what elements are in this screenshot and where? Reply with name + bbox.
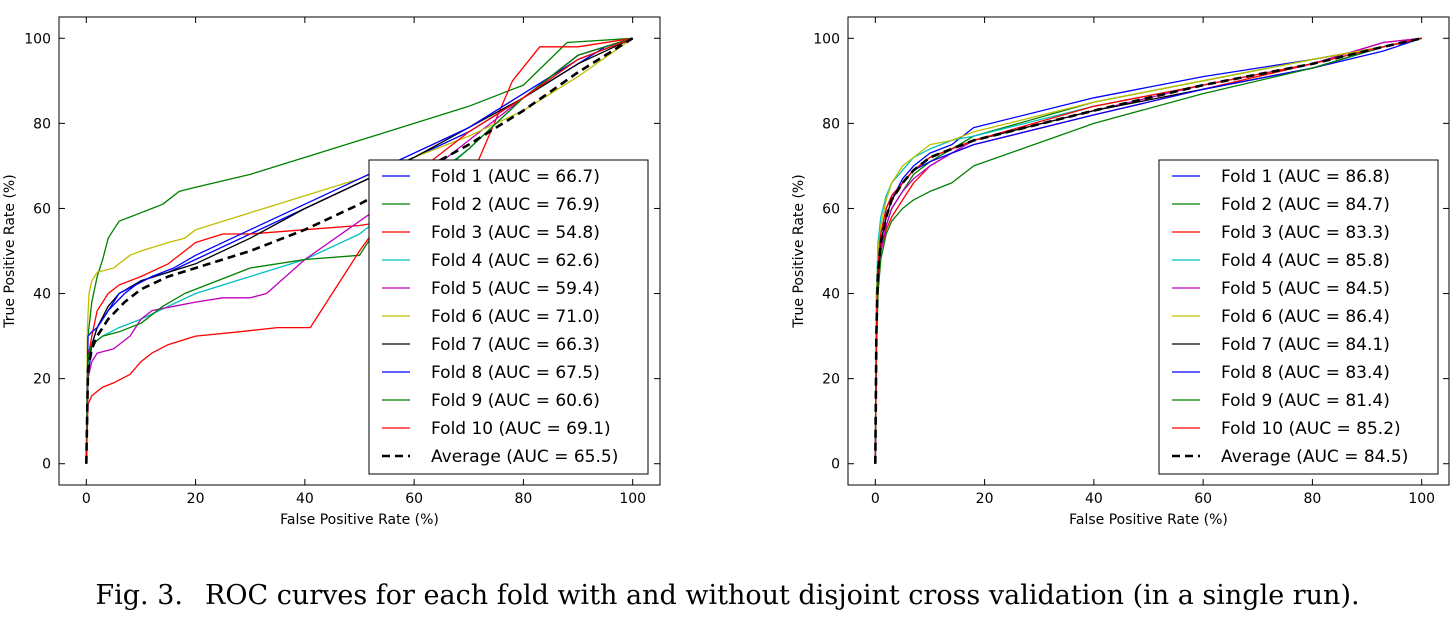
legend-entry: Fold 8 (AUC = 83.4) xyxy=(1221,363,1390,383)
legend-entry: Fold 9 (AUC = 60.6) xyxy=(431,391,600,411)
legend-entry: Fold 2 (AUC = 76.9) xyxy=(431,195,600,215)
x-tick-label: 0 xyxy=(871,491,880,507)
y-axis-label: True Positive Rate (%) xyxy=(2,174,18,328)
legend-entry: Fold 5 (AUC = 59.4) xyxy=(431,279,600,299)
legend-entry: Fold 2 (AUC = 84.7) xyxy=(1221,195,1390,215)
y-tick-label: 20 xyxy=(822,372,840,388)
legend-entry: Fold 9 (AUC = 81.4) xyxy=(1221,391,1390,411)
legend-entry: Fold 3 (AUC = 83.3) xyxy=(1221,223,1390,243)
legend-entry: Average (AUC = 84.5) xyxy=(1221,447,1408,467)
x-tick-label: 20 xyxy=(187,491,205,507)
y-tick-label: 80 xyxy=(33,116,51,132)
series-line-fold-6 xyxy=(874,37,1422,464)
y-tick-label: 60 xyxy=(33,201,51,217)
legend-entry: Fold 6 (AUC = 86.4) xyxy=(1221,307,1390,327)
x-tick-label: 40 xyxy=(1085,491,1103,507)
y-tick-label: 100 xyxy=(24,31,51,47)
legend-entry: Fold 8 (AUC = 67.5) xyxy=(431,363,600,383)
legend-entry: Fold 6 (AUC = 71.0) xyxy=(431,307,600,327)
series-line-fold-6 xyxy=(85,37,634,464)
caption-text: ROC curves for each fold with and withou… xyxy=(205,580,1360,611)
series-line-fold-9 xyxy=(85,37,633,464)
series-line-average xyxy=(85,37,634,464)
legend-entry: Fold 4 (AUC = 85.8) xyxy=(1221,251,1390,271)
y-tick-label: 80 xyxy=(822,116,840,132)
y-tick-label: 40 xyxy=(33,287,51,303)
roc-chart-left: 0 20 40 60 80 100 0 20 40 60 80 100 False Positive R… xyxy=(2,16,661,528)
y-tick-label: 40 xyxy=(822,287,840,303)
legend-entry: Fold 7 (AUC = 84.1) xyxy=(1221,335,1390,355)
legend-entry: Fold 5 (AUC = 84.5) xyxy=(1221,279,1390,299)
series-line-fold-2 xyxy=(85,37,633,464)
x-axis-label: False Positive Rate (%) xyxy=(1069,512,1228,528)
x-tick-label: 80 xyxy=(1303,491,1321,507)
legend: Fold 1 (AUC = 86.8) Fold 2 (AUC = 84.7) Fo… xyxy=(1158,159,1439,475)
legend-entry: Fold 1 (AUC = 66.7) xyxy=(431,167,600,187)
x-tick-label: 60 xyxy=(1194,491,1212,507)
legend-entry: Fold 3 (AUC = 54.8) xyxy=(431,223,600,243)
legend-entry: Fold 10 (AUC = 85.2) xyxy=(1221,419,1401,439)
x-tick-label: 20 xyxy=(976,491,994,507)
y-tick-label: 0 xyxy=(831,457,840,473)
series-line-fold-3 xyxy=(85,37,633,464)
legend-entry: Fold 4 (AUC = 62.6) xyxy=(431,251,600,271)
plot-frame xyxy=(847,16,1450,486)
x-tick-label: 40 xyxy=(296,491,314,507)
legend-entry: Fold 7 (AUC = 66.3) xyxy=(431,335,600,355)
x-tick-label: 60 xyxy=(405,491,423,507)
legend-entry: Average (AUC = 65.5) xyxy=(431,447,618,467)
x-tick-label: 100 xyxy=(619,491,646,507)
x-tick-label: 0 xyxy=(82,491,91,507)
y-axis-label: True Positive Rate (%) xyxy=(791,174,807,328)
legend-entry: Fold 1 (AUC = 86.8) xyxy=(1221,167,1390,187)
caption-label: Fig. 3. xyxy=(95,580,183,611)
series-line-average xyxy=(874,37,1422,464)
figure-caption: Fig. 3. ROC curves for each fold with and… xyxy=(0,580,1455,611)
y-tick-label: 0 xyxy=(42,457,51,473)
y-tick-label: 100 xyxy=(813,31,840,47)
y-tick-label: 20 xyxy=(33,372,51,388)
roc-chart-right: 0 20 40 60 80 100 0 20 40 60 80 100 False Positive R… xyxy=(791,16,1450,528)
x-tick-label: 100 xyxy=(1408,491,1435,507)
legend: Fold 1 (AUC = 66.7) Fold 2 (AUC = 76.9) Fo… xyxy=(368,159,649,475)
legend-entry: Fold 10 (AUC = 69.1) xyxy=(431,419,611,439)
plot-frame xyxy=(58,16,661,486)
y-tick-label: 60 xyxy=(822,201,840,217)
x-axis-label: False Positive Rate (%) xyxy=(280,512,439,528)
series-line-fold-5 xyxy=(85,37,633,464)
series-line-fold-10 xyxy=(85,37,633,464)
series-line-fold-9 xyxy=(874,37,1422,464)
x-tick-label: 80 xyxy=(514,491,532,507)
legend-box xyxy=(368,159,649,475)
series-line-fold-7 xyxy=(85,37,633,464)
series-line-fold-8 xyxy=(85,37,633,464)
legend-box xyxy=(1158,159,1439,475)
